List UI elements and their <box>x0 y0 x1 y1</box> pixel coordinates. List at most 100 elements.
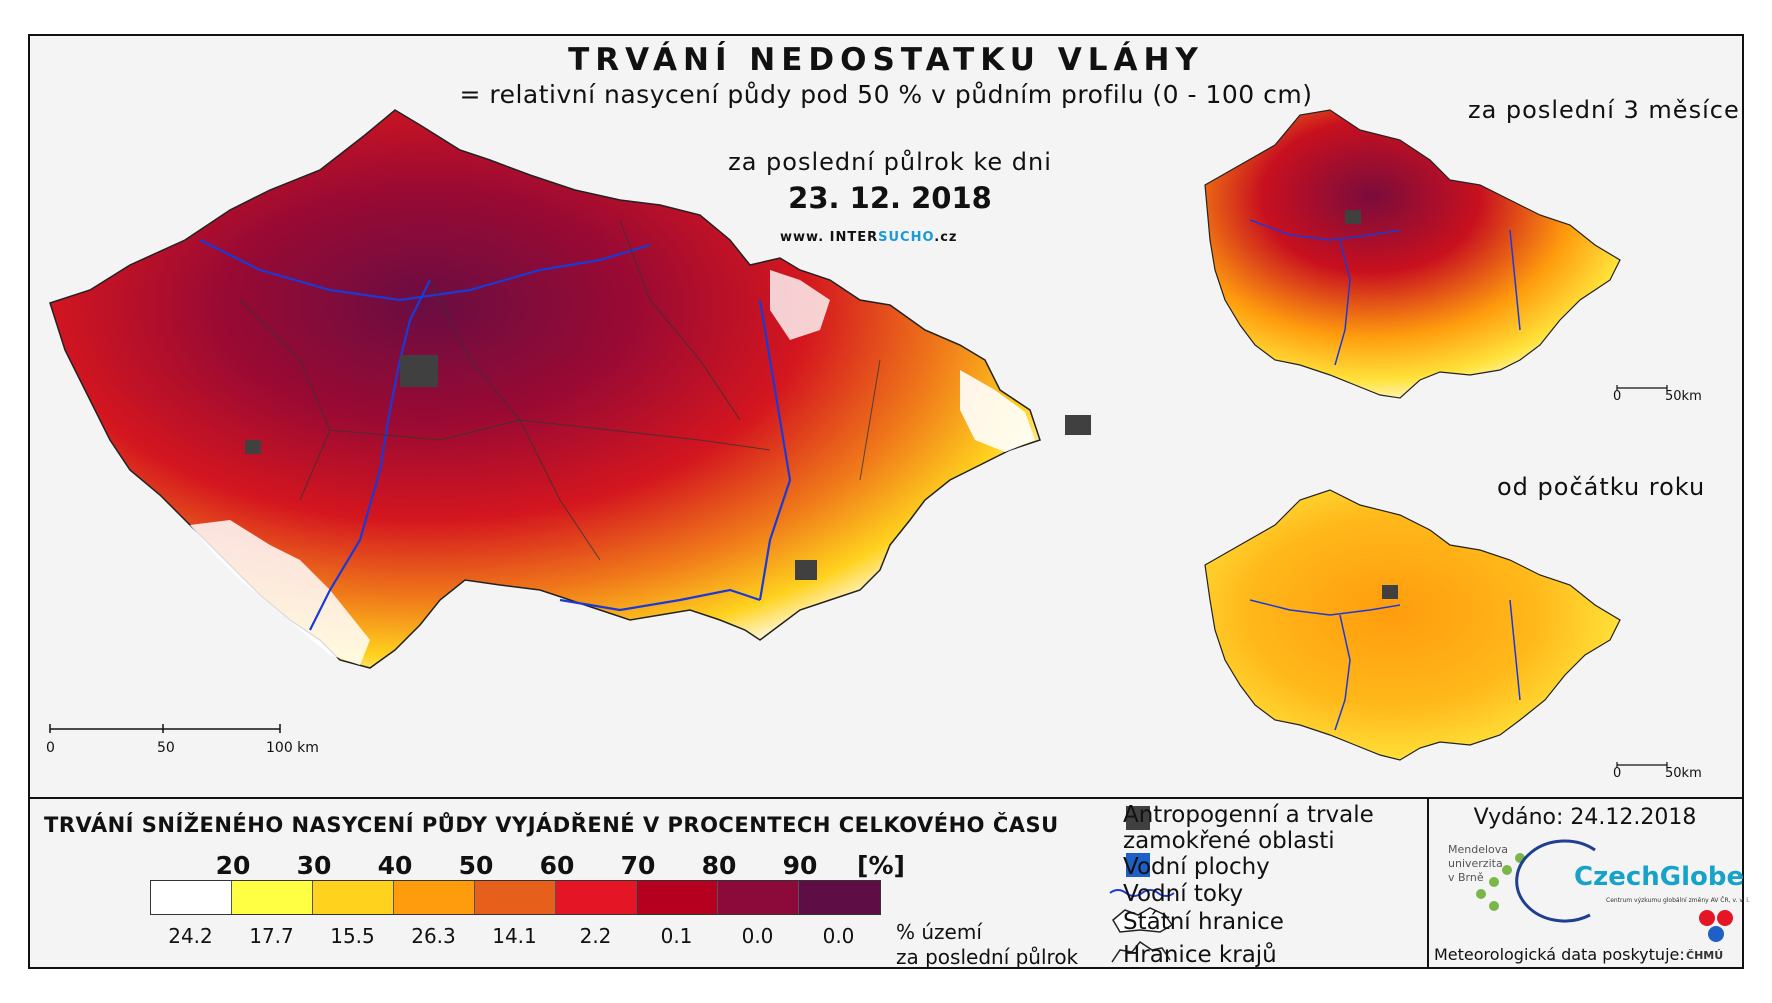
key-state-border: Státní hranice <box>1123 909 1284 935</box>
legend-swatch <box>556 881 637 914</box>
white-northeast-main <box>770 270 830 340</box>
issued-date: Vydáno: 24.12.2018 <box>1473 805 1697 830</box>
threshold-label: 30 <box>296 851 332 880</box>
legend-percentage: 26.3 <box>411 924 456 948</box>
legend-swatch <box>718 881 799 914</box>
main-scale-zero: 0 <box>46 740 55 756</box>
mendel-logo-dots <box>1476 853 1525 911</box>
region-borders-main <box>239 219 881 561</box>
threshold-label: 90 <box>782 851 818 880</box>
legend-swatch <box>151 881 232 914</box>
threshold-label: 60 <box>539 851 575 880</box>
key-region-border: Hranice krajů <box>1123 942 1277 968</box>
inset-bottom-scale-zero: 0 <box>1613 766 1622 781</box>
chmu-label: ČHMÚ <box>1686 949 1724 962</box>
map-date: 23. 12. 2018 <box>788 181 992 215</box>
anthropogenic-symbol <box>1126 806 1150 830</box>
meteo-credit: Meteorologická data poskytuje: <box>1434 945 1685 964</box>
map-subtitle: = relativní nasycení půdy pod 50 % v půd… <box>459 80 1313 109</box>
inset-top-scale-zero: 0 <box>1613 389 1622 404</box>
inset-year <box>1204 489 1668 768</box>
legend-divider <box>1427 797 1429 969</box>
czech-border-main <box>49 109 1041 669</box>
inset-3-months <box>1204 109 1668 399</box>
legend-swatch <box>232 881 313 914</box>
ostrava-area <box>1065 415 1091 435</box>
legend-title: TRVÁNÍ SNÍŽENÉHO NASYCENÍ PŮDY VYJÁDŘENÉ… <box>44 813 1059 837</box>
main-scale-fifty: 50 <box>157 740 175 756</box>
legend-percentage: 15.5 <box>330 924 375 948</box>
mendel-line2: univerzita <box>1448 857 1503 870</box>
river-labe-main <box>199 239 651 302</box>
legend-percentage: 0.1 <box>660 924 693 948</box>
plzen-area <box>245 440 261 454</box>
threshold-label: 50 <box>458 851 494 880</box>
threshold-label: 80 <box>701 851 737 880</box>
key-water-bodies: Vodní plochy <box>1123 854 1270 880</box>
legend-percentage: 24.2 <box>168 924 213 948</box>
period-label: za poslední půlrok ke dni <box>728 148 1052 176</box>
prague-area-top <box>1345 210 1361 224</box>
legend-percentage: 2.2 <box>579 924 612 948</box>
inset-top-title: za poslední 3 měsíce <box>1468 96 1740 124</box>
legend-swatch <box>313 881 394 914</box>
key-rivers: Vodní toky <box>1123 881 1244 907</box>
main-scale-bar <box>49 724 281 733</box>
water-bodies-symbol <box>1126 853 1150 877</box>
legend-percentage: 0.0 <box>822 924 855 948</box>
prague-area-bottom <box>1382 585 1398 599</box>
rivers-symbol <box>1109 889 1175 897</box>
inset-bottom-scale-bar <box>1616 762 1668 768</box>
website-link[interactable]: www. INTERSUCHO.cz <box>780 230 957 245</box>
threshold-unit: [%] <box>857 851 905 880</box>
chmu-logo <box>1699 910 1733 942</box>
website-highlight: SUCHO <box>878 230 935 245</box>
river-bottom <box>1249 599 1521 731</box>
legend-percentage: 14.1 <box>492 924 537 948</box>
inset-top-scale-fifty: 50km <box>1665 389 1702 404</box>
czech-border-top <box>1204 109 1621 399</box>
legend-note: % území za poslední půlrok <box>896 920 1078 970</box>
key-anthropogenic: Antropogenní a trvale zamokřené oblasti <box>1123 802 1374 854</box>
legend-color-bar <box>150 880 881 915</box>
main-map <box>49 109 1091 669</box>
mendel-line3: v Brně <box>1448 871 1484 884</box>
state-border-symbol <box>1112 907 1174 933</box>
region-border-symbol <box>1111 940 1171 963</box>
river-top <box>1249 219 1521 366</box>
white-southwest-main <box>190 520 370 665</box>
legend-swatch <box>394 881 475 914</box>
inset-bottom-title: od počátku roku <box>1497 473 1706 501</box>
map-title: TRVÁNÍ NEDOSTATKU VLÁHY <box>568 42 1204 78</box>
czechglobe-swoosh <box>1515 839 1596 923</box>
threshold-label: 70 <box>620 851 656 880</box>
legend-separator <box>28 797 1744 799</box>
inset-top-scale-bar <box>1616 385 1668 391</box>
legend-note-line1: % území <box>896 920 982 944</box>
threshold-label: 20 <box>215 851 251 880</box>
brno-area <box>795 560 817 580</box>
river-vltava-main <box>309 279 431 631</box>
legend-swatch <box>637 881 718 914</box>
key-anthropogenic-line2: zamokřené oblasti <box>1123 828 1335 854</box>
prague-area <box>400 355 438 387</box>
website-suffix: .cz <box>934 230 958 245</box>
mendel-line1: Mendelova <box>1448 843 1509 856</box>
mendel-logo-text: Mendelova univerzita v Brně <box>1448 843 1508 885</box>
website-prefix: www. INTER <box>780 230 879 245</box>
main-scale-hundred: 100 km <box>266 740 319 756</box>
river-dyje-main <box>559 588 761 612</box>
key-anthropogenic-line1: Antropogenní a trvale <box>1123 802 1374 828</box>
legend-note-line2: za poslední půlrok <box>896 945 1079 969</box>
legend-swatch <box>475 881 556 914</box>
legend-percentage: 0.0 <box>741 924 774 948</box>
white-east-main <box>960 370 1035 452</box>
czechglobe-subtitle: Centrum výzkumu globální změny AV ČR, v.… <box>1606 897 1750 904</box>
river-morava-main <box>758 299 792 601</box>
threshold-label: 40 <box>377 851 413 880</box>
legend-swatch <box>799 881 880 914</box>
czech-border-bottom <box>1204 489 1621 761</box>
inset-bottom-scale-fifty: 50km <box>1665 766 1702 781</box>
legend-percentage: 17.7 <box>249 924 294 948</box>
